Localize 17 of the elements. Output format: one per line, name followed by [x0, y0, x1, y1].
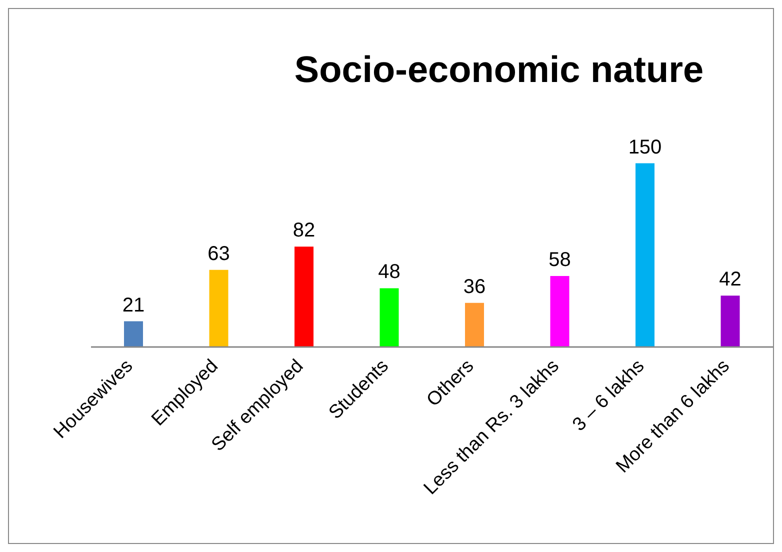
bar: [209, 270, 228, 347]
bar: [720, 296, 740, 347]
data-label: 48: [378, 261, 400, 284]
bar: [636, 163, 654, 347]
data-label: 58: [548, 248, 571, 271]
data-label: 42: [719, 268, 742, 291]
bar: [550, 276, 570, 347]
bar: [465, 302, 484, 347]
bar: [380, 288, 399, 347]
bar: [294, 246, 314, 347]
bar: [124, 321, 143, 347]
chart-title: Socio-economic nature: [293, 49, 705, 91]
data-label: 150: [628, 136, 662, 158]
data-label: 82: [292, 220, 316, 242]
data-label: 36: [463, 276, 486, 298]
data-label: 63: [208, 242, 230, 265]
data-label: 21: [122, 294, 145, 316]
